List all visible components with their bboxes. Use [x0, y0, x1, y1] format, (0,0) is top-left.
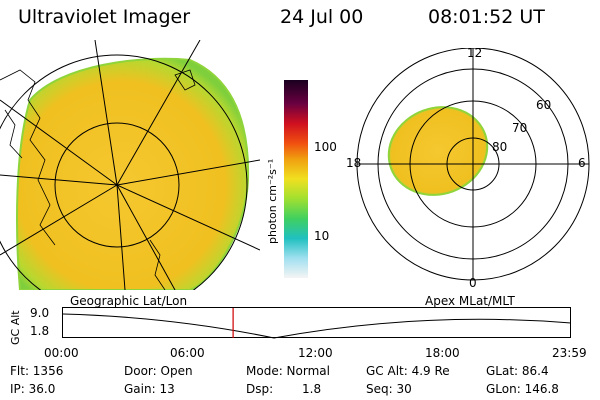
- meridian-line: [0, 184, 118, 256]
- time-tick-2359: 23:59: [552, 346, 587, 360]
- mlt-label-12: 12: [467, 46, 483, 60]
- colorbar: [284, 80, 308, 278]
- timeline-y-max: 9.0: [30, 306, 50, 320]
- mlt-label-0: 0: [469, 276, 477, 290]
- meridian-line: [116, 159, 260, 186]
- altitude-timeline: [62, 307, 572, 339]
- lat-label-70: 70: [512, 121, 528, 135]
- latitude-circle: [0, 54, 248, 290]
- apex-caption: Apex MLat/MLT: [425, 294, 515, 308]
- meridian-line: [94, 40, 118, 186]
- flight-number: Flt: 1356: [10, 364, 64, 378]
- polar-mlt-plot: [356, 48, 590, 281]
- sequence-value: Seq: 30: [366, 382, 412, 396]
- date-label: 24 Jul 00: [280, 6, 364, 28]
- timeline-axis-label: GC Alt: [9, 310, 22, 345]
- dsp-value: 1.8: [302, 382, 322, 396]
- coastline: [149, 239, 166, 290]
- mlt-label-6: 6: [578, 156, 586, 170]
- coastline: [4, 109, 23, 159]
- gc-alt-value: GC Alt: 4.9 Re: [366, 364, 450, 378]
- lat-label-80: 80: [492, 140, 508, 154]
- timeline-frame: [62, 307, 571, 338]
- coastline: [0, 69, 56, 246]
- geographic-image: [0, 40, 260, 290]
- time-tick-0000: 00:00: [44, 346, 79, 360]
- auroral-emission-region: [16, 57, 250, 290]
- timeline-y-min: 1.8: [30, 324, 50, 338]
- mlt-label-18: 18: [346, 156, 362, 170]
- glon-value: GLon: 146.8: [486, 382, 559, 396]
- geographic-caption: Geographic Lat/Lon: [70, 294, 188, 308]
- meridian-line: [116, 40, 201, 186]
- meridian-line: [116, 184, 126, 290]
- meridian-line: [116, 184, 176, 290]
- altitude-curve: [62, 313, 572, 339]
- meridian-line: [0, 174, 118, 186]
- meridian-line: [0, 99, 118, 186]
- ip-value: IP: 36.0: [10, 382, 56, 396]
- instrument-title: Ultraviolet Imager: [18, 6, 191, 28]
- polar-auroral-oval: [387, 106, 489, 196]
- dsp-label: Dsp:: [246, 382, 274, 396]
- colorbar-tick-10: 10: [314, 229, 330, 243]
- time-tick-1200: 12:00: [298, 346, 333, 360]
- gain-value: Gain: 13: [124, 382, 175, 396]
- latitude-circle: [54, 122, 180, 248]
- time-label: 08:01:52 UT: [428, 6, 545, 28]
- mode-value: Mode: Normal: [246, 364, 330, 378]
- door-status: Door: Open: [124, 364, 193, 378]
- colorbar-tick-100: 100: [314, 140, 337, 154]
- time-tick-1800: 18:00: [425, 346, 460, 360]
- colorbar-unit-label: photon cm⁻²s⁻¹: [266, 158, 279, 244]
- lat-label-60: 60: [536, 98, 552, 112]
- meridian-line: [116, 184, 260, 251]
- time-tick-0600: 06:00: [170, 346, 205, 360]
- glat-value: GLat: 86.4: [486, 364, 549, 378]
- coastline: [174, 69, 196, 91]
